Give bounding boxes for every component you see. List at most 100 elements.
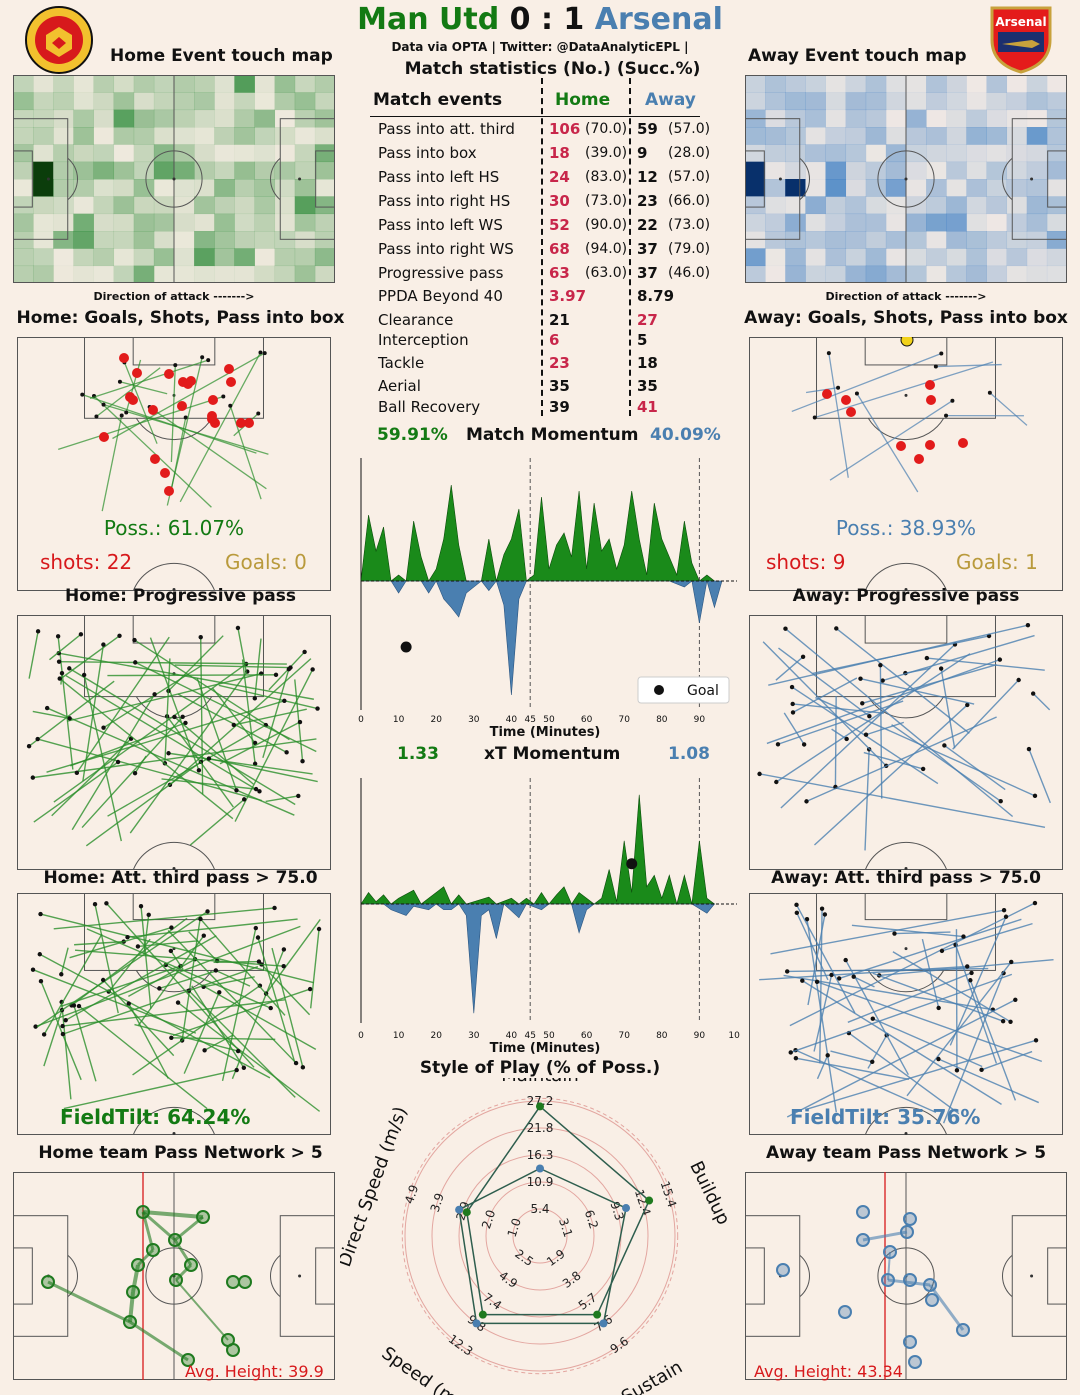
heat-cell [765, 213, 786, 232]
pass-line [792, 703, 884, 714]
pass-end-point [829, 972, 834, 978]
heat-cell [805, 231, 826, 249]
pass-line [203, 976, 255, 988]
heat-cell [745, 144, 766, 163]
heat-cell [885, 144, 907, 163]
penalty-box [816, 337, 996, 419]
heat-cell [966, 75, 987, 93]
heat-cell [946, 213, 967, 232]
heat-cell [825, 231, 847, 249]
pass-line [74, 940, 124, 946]
heat-cell [73, 75, 94, 93]
x-tick-label: 90 [694, 1031, 706, 1041]
pass-end-point [892, 931, 897, 936]
pass-end-point [35, 736, 40, 742]
heat-cell [214, 144, 235, 163]
heat-cell [53, 248, 74, 267]
pass-end-point [1001, 908, 1007, 913]
heat-cell [906, 161, 927, 180]
xt-away-value: 1.08 [668, 744, 710, 764]
heat-cell [174, 109, 195, 128]
pass-line [819, 908, 823, 1064]
heat-cell [765, 75, 786, 93]
heat-cell [53, 265, 74, 283]
heat-cell [254, 213, 276, 232]
network-edge [47, 1280, 131, 1324]
heat-cell [13, 265, 34, 283]
pass-end-point [157, 986, 162, 991]
heat-cell [885, 161, 907, 180]
legend-box [637, 676, 730, 704]
heat-cell [845, 196, 867, 215]
heat-cell [986, 161, 1008, 180]
pass-line [39, 953, 271, 1079]
heat-cell [133, 231, 155, 249]
pass-line [954, 944, 998, 1064]
away-att-pitch [749, 893, 1063, 1135]
heat-cell [745, 161, 766, 197]
home-possession: Poss.: 61.07% [103, 516, 245, 540]
heat-cell [1006, 75, 1028, 93]
heat-cell [805, 109, 826, 128]
shot-marker [99, 432, 109, 442]
stat-home-pct: (94.0) [585, 241, 628, 257]
heat-cell [845, 75, 867, 93]
heat-cell [314, 213, 335, 232]
heat-cell [1046, 196, 1067, 215]
pass-end-point [854, 391, 859, 396]
radar-title: Style of Play (% of Poss.) [419, 1058, 661, 1078]
player-node [184, 1258, 198, 1272]
pass-end-point [152, 692, 157, 697]
heat-cell [33, 75, 54, 93]
heat-cell [986, 231, 1008, 249]
player-node [181, 1353, 195, 1367]
away-fieldtilt: FieldTilt: 35.76% [790, 1105, 981, 1129]
pass-into-box [123, 362, 158, 444]
pass-end-point [206, 358, 211, 363]
heat-cell [113, 144, 135, 163]
pass-line [943, 744, 1006, 791]
pass-line [60, 1001, 72, 1100]
pass-line [938, 1058, 1040, 1104]
heat-cell [314, 248, 335, 267]
radar-tick-label: 9.6 [608, 1334, 632, 1357]
radar-tick-label: 4.9 [402, 1183, 421, 1205]
heat-cell [53, 213, 74, 232]
pass-line [191, 985, 245, 1069]
stat-label: Progressive pass [378, 264, 504, 282]
pass-line [851, 924, 964, 938]
pass-end-point [944, 413, 949, 418]
pass-line [32, 710, 70, 720]
pass-line [102, 979, 175, 1057]
heat-cell [234, 75, 255, 93]
pass-line [199, 918, 286, 1016]
away-momentum-area [361, 903, 716, 1014]
pass-line [882, 634, 1035, 682]
pass-end-point [205, 909, 210, 914]
stats-table: Match events Home Away Pass into att. th… [370, 78, 745, 416]
heat-cell [865, 109, 887, 128]
away-momentum-area [361, 580, 723, 696]
radar-point [622, 1204, 631, 1213]
heat-cell [274, 265, 296, 283]
pass-end-point [59, 670, 65, 676]
radar-point [462, 1208, 471, 1217]
heat-cell [133, 161, 155, 180]
heat-cell [53, 75, 74, 93]
pass-end-point [234, 788, 239, 793]
pass-line [36, 910, 208, 1028]
heat-cell [194, 144, 215, 163]
pass-line [167, 930, 297, 1064]
away-pass-network [745, 1172, 1067, 1380]
pass-line [848, 1032, 960, 1115]
penalty-arc [867, 418, 945, 441]
away-att-title: Away: Att. third pass > 75.0 [771, 868, 1041, 888]
shot-marker [186, 376, 196, 386]
shot-marker [226, 377, 236, 387]
stat-label: Pass into left WS [378, 216, 503, 234]
heat-cell [33, 92, 54, 111]
pass-line [940, 668, 956, 749]
pass-line [792, 677, 858, 714]
stat-label: Interception [378, 331, 469, 349]
heat-cell [986, 109, 1008, 128]
